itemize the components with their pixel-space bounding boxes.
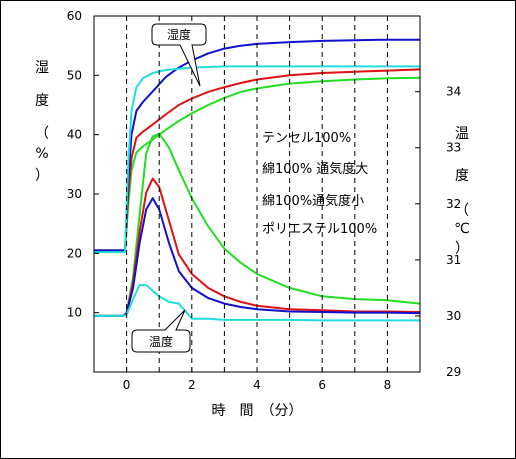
x-tick-label: 0 <box>123 378 131 392</box>
left-tick-label: 10 <box>67 306 82 320</box>
left-tick-label: 30 <box>67 187 82 201</box>
axis-labels: 時 間 （分）湿度（%）温度（℃） <box>35 60 470 419</box>
temperature-callout-bubble <box>131 309 191 353</box>
temperature-line-3 <box>94 284 420 322</box>
right-tick-label: 34 <box>446 85 461 99</box>
right-tick-label: 29 <box>446 365 461 379</box>
x-tick-label: 2 <box>188 378 196 392</box>
x-tick-label: 6 <box>318 378 326 392</box>
left-axis-label-char: （ <box>35 126 49 142</box>
right-axis-label-char: ） <box>455 241 469 257</box>
left-tick-label: 40 <box>67 128 82 142</box>
temperature-line-2 <box>94 197 421 317</box>
right-tick-label: 33 <box>446 141 461 155</box>
temperature-callout-label: 温度 <box>149 334 173 349</box>
x-tick-label: 8 <box>384 378 392 392</box>
legend-entry: 綿100%通気度小 <box>262 193 364 209</box>
right-axis-label-char: （ <box>455 203 469 219</box>
left-axis-label-char: 度 <box>35 93 49 109</box>
x-axis-label: 時 間 （分） <box>212 403 303 419</box>
right-tick-label: 30 <box>446 309 461 323</box>
right-axis-label-char: ℃ <box>454 221 470 237</box>
humidity-callout-label: 湿度 <box>167 27 191 42</box>
axis-ticks: 0 2 4 6 8 10 20 30 40 50 60 29 30 31 32 33 34 <box>67 9 462 392</box>
left-axis-label-char: 湿 <box>35 60 49 76</box>
right-tick-label: 32 <box>446 197 461 211</box>
right-axis-label-char: 温 <box>455 126 469 142</box>
right-tick-label: 31 <box>446 253 461 267</box>
x-tick-label: 4 <box>253 378 261 392</box>
left-axis-label-char: ） <box>35 168 49 184</box>
humidity-line-3 <box>94 65 420 254</box>
legend-entry: 綿100% 通気度大 <box>262 161 368 177</box>
humidity-callout-bubble <box>151 23 207 87</box>
left-axis-label-char: % <box>35 146 48 162</box>
legend-entry: ポリエステル100% <box>262 222 377 237</box>
left-tick-label: 50 <box>67 68 82 82</box>
left-tick-label: 20 <box>67 246 82 260</box>
right-axis-label-char: 度 <box>455 168 469 184</box>
left-tick-label: 60 <box>67 9 82 23</box>
legend-entry: テンセル100% <box>262 131 351 146</box>
